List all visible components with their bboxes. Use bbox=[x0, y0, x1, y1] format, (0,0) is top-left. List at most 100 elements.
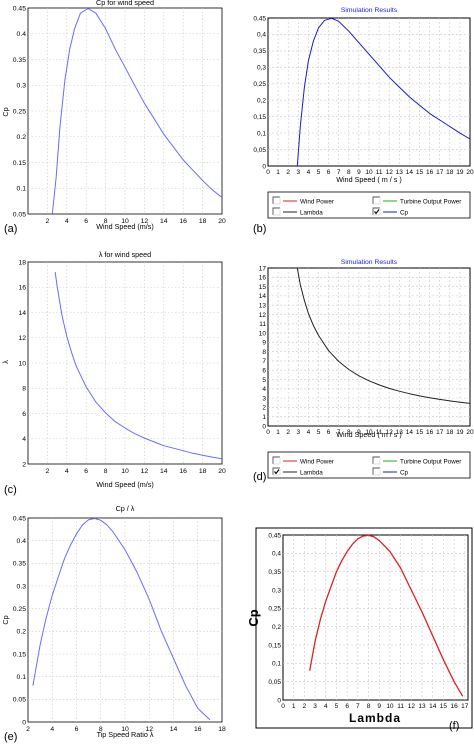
chart-e-ylabel: Cp bbox=[1, 615, 10, 624]
chart-a-ytick-label: 0.2 bbox=[17, 134, 27, 141]
chart-d-legend: Wind Power Turbine Output Power Lambda Cp bbox=[267, 451, 471, 479]
chart-a-xtick-label: 18 bbox=[199, 218, 207, 225]
chart-c-ytick-label: 16 bbox=[18, 285, 26, 292]
chart-d-xtick-label: 13 bbox=[396, 429, 404, 436]
chart-a-ytick-label: 0.35 bbox=[13, 57, 26, 64]
chart-d-ytick-label: 7 bbox=[262, 358, 266, 365]
legend-checkbox-cp[interactable] bbox=[372, 467, 381, 476]
chart-a-xtick-label: 4 bbox=[65, 218, 69, 225]
legend-checkbox-lambda[interactable] bbox=[272, 467, 281, 476]
chart-f-xtick-label: 2 bbox=[303, 703, 307, 710]
chart-d-ytick-label: 8 bbox=[262, 349, 266, 356]
chart-f-xtick-label: 4 bbox=[324, 703, 328, 710]
svg-text:(f): (f) bbox=[449, 720, 459, 732]
panel-label-f: (f) bbox=[449, 720, 459, 732]
chart-e: 2 4 6 8 10 12 14 16 18 0 0.05 0.1 0.15 0.2 0.25 0.3 0.35… bbox=[1, 504, 226, 739]
chart-d-xtick-label: 0 bbox=[266, 429, 270, 436]
chart-c-xtick-label: 6 bbox=[84, 468, 88, 475]
panel-label-b: (b) bbox=[253, 223, 266, 235]
chart-a-xtick-label: 2 bbox=[46, 218, 50, 225]
chart-b-xtick-label: 19 bbox=[456, 169, 464, 176]
chart-b-ytick-label: 0,05 bbox=[253, 147, 266, 154]
chart-b-title: Simulation Results bbox=[341, 7, 398, 14]
svg-text:(a): (a) bbox=[4, 223, 17, 235]
chart-f-xlabel: Lambda bbox=[349, 711, 401, 725]
chart-c-ytick-label: 10 bbox=[18, 360, 26, 367]
chart-a-xtick-label: 12 bbox=[141, 218, 149, 225]
chart-d-xtick-label: 8 bbox=[347, 429, 351, 436]
chart-d-ytick-label: 0 bbox=[262, 423, 266, 430]
legend-checkbox-wind-power[interactable] bbox=[272, 456, 281, 465]
panel-label-e: (e) bbox=[4, 731, 17, 743]
chart-f-xtick-label: 13 bbox=[418, 703, 426, 710]
chart-b-ytick-label: 0,15 bbox=[253, 114, 266, 121]
chart-b-xtick-label: 3 bbox=[296, 169, 300, 176]
chart-d-xtick-label: 6 bbox=[327, 429, 331, 436]
chart-a-ytick-label: 0.05 bbox=[13, 211, 26, 218]
svg-text:(b): (b) bbox=[253, 223, 266, 235]
chart-e-ytick-label: 0.05 bbox=[13, 697, 26, 704]
chart-f-xtick-label: 10 bbox=[386, 703, 394, 710]
chart-d-ytick-label: 17 bbox=[259, 265, 267, 272]
svg-text:(d): (d) bbox=[253, 471, 266, 483]
chart-e-xtick-label: 6 bbox=[75, 726, 79, 733]
chart-c-xtick-label: 8 bbox=[104, 468, 108, 475]
legend-label: Lambda bbox=[300, 470, 323, 477]
chart-c-xtick-label: 14 bbox=[160, 468, 168, 475]
chart-b-ytick-label: 0,2 bbox=[257, 98, 266, 105]
chart-a-xtick-label: 16 bbox=[179, 218, 187, 225]
chart-f-xtick-label: 14 bbox=[429, 703, 437, 710]
legend-checkbox-turbine-output-power[interactable] bbox=[372, 196, 381, 205]
chart-e-xtick-label: 14 bbox=[170, 726, 178, 733]
chart-a-xtick-label: 6 bbox=[84, 218, 88, 225]
chart-e-xlabel: Tip Speed Ratio λ bbox=[97, 730, 154, 739]
chart-c-ytick-label: 8 bbox=[22, 386, 26, 393]
chart-d-xtick-label: 11 bbox=[376, 429, 383, 436]
chart-c-ytick-label: 6 bbox=[22, 411, 26, 418]
chart-c-ytick-label: 14 bbox=[18, 310, 26, 317]
legend-checkbox-turbine-output-power[interactable] bbox=[372, 456, 381, 465]
legend-label: Cp bbox=[400, 470, 409, 477]
chart-c-xtick-label: 10 bbox=[121, 468, 129, 475]
chart-c-ytick-label: 12 bbox=[18, 335, 26, 342]
chart-b-xtick-label: 5 bbox=[317, 169, 321, 176]
legend-checkbox-lambda[interactable] bbox=[272, 207, 281, 216]
chart-d-xtick-label: 1 bbox=[276, 429, 280, 436]
legend-checkbox-cp[interactable] bbox=[372, 207, 381, 216]
chart-a-xtick-label: 14 bbox=[160, 218, 168, 225]
chart-c-xtick-label: 12 bbox=[141, 468, 149, 475]
chart-b-xtick-label: 13 bbox=[396, 169, 404, 176]
chart-c-ytick-label: 2 bbox=[22, 461, 26, 468]
chart-b-ytick-label: 0 bbox=[262, 163, 266, 170]
chart-c: 2 4 6 8 10 12 14 16 18 20 2 4 6 8 10 12 14 16 18 λ for wind… bbox=[1, 250, 226, 489]
chart-d-xtick-label: 2 bbox=[286, 429, 290, 436]
chart-b: 0 1 2 3 4 5 6 7 8 9 10 11 12 13 14 15 16 17 18 19 2000,050,1… bbox=[253, 7, 474, 219]
chart-d-ytick-label: 15 bbox=[259, 284, 267, 291]
chart-f-ytick-label: 0,05 bbox=[268, 679, 281, 686]
chart-b-xtick-label: 6 bbox=[327, 169, 331, 176]
chart-d-ytick-label: 16 bbox=[259, 275, 267, 282]
chart-a-ytick-label: 0.4 bbox=[17, 31, 27, 38]
chart-a: 2 4 6 8 10 12 14 16 18 20 0.05 0.1 0.15 0.2 0.25 0.3 0.3… bbox=[1, 0, 226, 231]
chart-e-ytick-label: 0 bbox=[22, 719, 26, 726]
chart-d-ytick-label: 14 bbox=[259, 293, 267, 300]
chart-c-series-line-0 bbox=[54, 272, 223, 460]
chart-e-ytick-label: 0.3 bbox=[17, 583, 27, 590]
chart-f-xtick-label: 15 bbox=[440, 703, 448, 710]
chart-b-xtick-label: 17 bbox=[436, 169, 444, 176]
chart-b-xtick-label: 1 bbox=[276, 169, 280, 176]
chart-d-xtick-label: 16 bbox=[426, 429, 434, 436]
chart-b-ytick-label: 0,45 bbox=[253, 15, 266, 22]
chart-b-ytick-label: 0,25 bbox=[253, 81, 266, 88]
chart-f-ytick-label: 0,15 bbox=[268, 642, 281, 649]
chart-d: 0 1 2 3 4 5 6 7 8 9 10 11 12 13 14 15 16 17 18 19 2001234567… bbox=[259, 259, 474, 479]
chart-f-xtick-label: 9 bbox=[377, 703, 381, 710]
chart-d-ytick-label: 12 bbox=[259, 312, 267, 319]
legend-checkbox-wind-power[interactable] bbox=[272, 196, 281, 205]
chart-e-xtick-label: 2 bbox=[26, 726, 30, 733]
chart-d-xtick-label: 20 bbox=[466, 429, 474, 436]
chart-d-xtick-label: 5 bbox=[317, 429, 321, 436]
chart-d-ytick-label: 1 bbox=[262, 414, 266, 421]
chart-e-xtick-label: 16 bbox=[194, 726, 202, 733]
